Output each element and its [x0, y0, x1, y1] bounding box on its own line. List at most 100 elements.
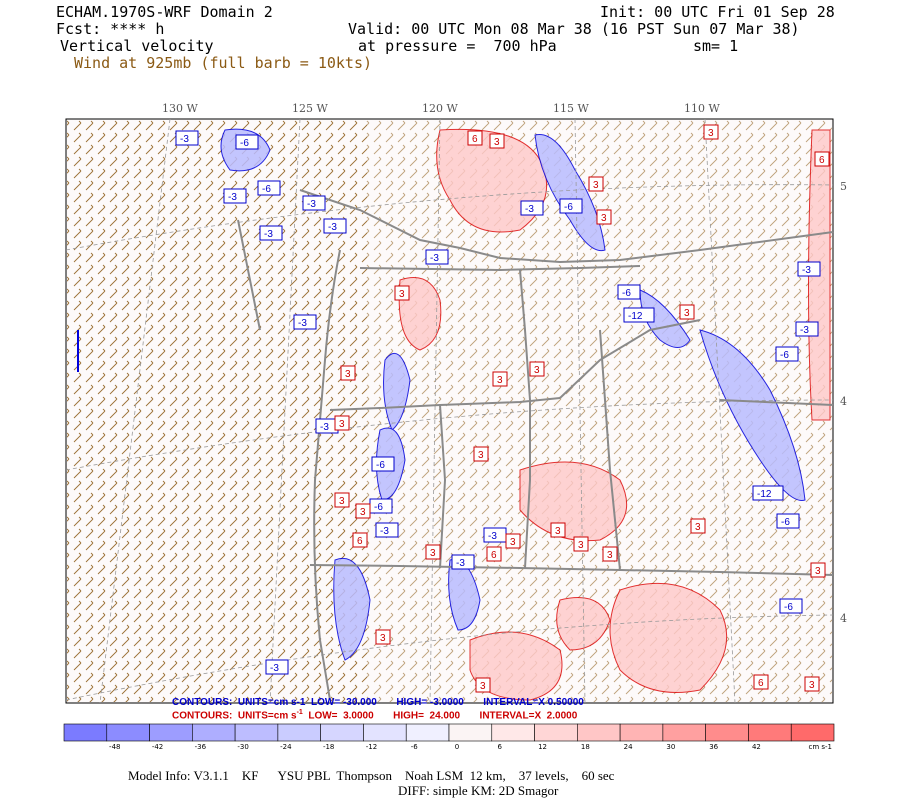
pressure-level: at pressure = 700 hPa — [358, 37, 557, 55]
colorbar-swatch — [149, 723, 193, 742]
contour-label-text: -6 — [622, 288, 631, 299]
colorbar-swatch — [448, 723, 493, 742]
contour-label: 3 — [690, 518, 706, 534]
contour-label: -3 — [175, 130, 199, 146]
contour-label-text: -6 — [780, 350, 789, 361]
contour-label: -3 — [293, 314, 317, 330]
contour-label: 3 — [334, 492, 350, 508]
contour-label: -3 — [795, 321, 819, 337]
colorbar: -48 -42 -36 -30 -24 -18 -12 -6 0 6 12 18 24 30 36 42 cm … — [63, 723, 835, 751]
model-info: Model Info: V3.1.1 KF YSU PBL Thompson N… — [128, 768, 615, 783]
contour-label: -6 — [779, 598, 803, 614]
colorbar-tick-label: 0 — [455, 743, 459, 751]
lat-label: 5 — [840, 180, 847, 193]
contours-negative: CONTOURS: UNITS=cm s-1 LOW= -30.000 HIGH… — [172, 697, 584, 708]
negative-velocity-areas — [220, 128, 806, 661]
contour-label: -12 — [623, 307, 655, 323]
contour-label-text: 3 — [480, 681, 486, 692]
colorbar-tick-label: -48 — [109, 743, 120, 751]
contour-label: 3 — [425, 544, 441, 560]
parallels — [65, 184, 834, 701]
contour-label: -3 — [520, 200, 544, 216]
contour-label: 6 — [352, 532, 368, 548]
contour-label-text: 3 — [399, 289, 405, 300]
contour-label: 3 — [394, 285, 410, 301]
latitude-labels: 5 4 4 — [840, 180, 847, 625]
contour-label: -3 — [265, 659, 289, 675]
contour-label-text: -3 — [525, 204, 534, 215]
contour-label-text: -3 — [800, 325, 809, 336]
contour-label: 3 — [340, 365, 356, 381]
contour-label: -6 — [559, 198, 583, 214]
lat-label: 4 — [840, 395, 847, 408]
lon-label: 120 W — [422, 102, 458, 115]
contour-label-text: -6 — [784, 602, 793, 613]
contour-label-text: 3 — [478, 450, 484, 461]
colorbar-swatch — [405, 723, 450, 742]
colorbar-tick-label: 36 — [709, 743, 718, 751]
contour-label: -6 — [617, 284, 641, 300]
colorbar-tick-label: 42 — [752, 743, 761, 751]
contour-label: -3 — [302, 195, 326, 211]
colorbar-tick-label: 24 — [624, 743, 633, 751]
colorbar-swatch — [662, 723, 706, 742]
field-name: Vertical velocity — [60, 37, 214, 55]
positive-velocity-areas — [398, 128, 831, 701]
contour-label-text: -6 — [262, 184, 271, 195]
contour-label-text: -3 — [430, 253, 439, 264]
contour-label-text: -3 — [180, 134, 189, 145]
contour-label-text: 3 — [593, 180, 599, 191]
contour-labels-positive: 6 3 3 3 6 3 3 3 3 3 3 3 6 3 3 3 3 3 6 3 … — [334, 124, 830, 693]
contour-label-text: 3 — [601, 213, 607, 224]
contour-label-text: -3 — [328, 222, 337, 233]
contour-label-text: 3 — [695, 522, 701, 533]
wind-description: Wind at 925mb (full barb = 10kts) — [74, 54, 373, 72]
contour-label: -6 — [235, 134, 259, 150]
colorbar-swatch — [320, 723, 364, 742]
colorbar-swatch — [705, 723, 749, 742]
contour-label: 3 — [505, 533, 521, 549]
diff-info: DIFF: simple KM: 2D Smagor — [398, 783, 559, 798]
colorbar-swatch — [577, 723, 621, 742]
contour-label: -3 — [451, 554, 475, 570]
contour-label: 3 — [804, 676, 820, 692]
contour-label-text: 3 — [360, 507, 366, 518]
contour-label-text: 3 — [534, 365, 540, 376]
colorbar-tick-label: -6 — [411, 743, 419, 751]
colorbar-tick-label: 12 — [538, 743, 547, 751]
contour-label-text: 3 — [510, 537, 516, 548]
contour-label: -12 — [752, 485, 784, 501]
contour-label-text: 6 — [491, 550, 497, 561]
contour-label: 3 — [334, 415, 350, 431]
contour-label-text: 3 — [578, 540, 584, 551]
contour-label-text: 6 — [472, 134, 478, 145]
contour-label-text: -3 — [488, 531, 497, 542]
contour-label-text: 3 — [494, 137, 500, 148]
contour-label-text: 6 — [819, 155, 825, 166]
colorbar-swatch — [106, 723, 150, 742]
lon-label: 115 W — [553, 102, 589, 115]
contour-label-text: -12 — [757, 489, 772, 500]
lon-label: 125 W — [292, 102, 328, 115]
colorbar-tick-label: -24 — [280, 743, 292, 751]
lon-label: 110 W — [684, 102, 720, 115]
contour-label: 3 — [375, 629, 391, 645]
colorbar-tick-label: -42 — [152, 743, 163, 751]
contour-label: -3 — [223, 188, 247, 204]
contour-label: 3 — [596, 209, 612, 225]
contour-label: -6 — [775, 346, 799, 362]
colorbar-tick-label: -12 — [366, 743, 377, 751]
contour-label-text: 3 — [339, 419, 345, 430]
contour-label-text: 3 — [607, 550, 613, 561]
contour-label-text: 3 — [430, 548, 436, 559]
colorbar-swatch — [619, 723, 664, 742]
contour-label-text: -12 — [628, 311, 643, 322]
contour-label: 6 — [467, 130, 483, 146]
init-time: Init: 00 UTC Fri 01 Sep 28 — [600, 3, 835, 21]
contour-label: -3 — [483, 527, 507, 543]
contour-label-text: -3 — [456, 558, 465, 569]
contour-label: 3 — [573, 536, 589, 552]
contour-label: 3 — [550, 522, 566, 538]
contour-labels-negative: -3 -6 -3 -6 -3 -3 -3 -3 -6 -3 -6 -3 -12 … — [175, 130, 821, 675]
contour-label: -3 — [375, 522, 399, 538]
